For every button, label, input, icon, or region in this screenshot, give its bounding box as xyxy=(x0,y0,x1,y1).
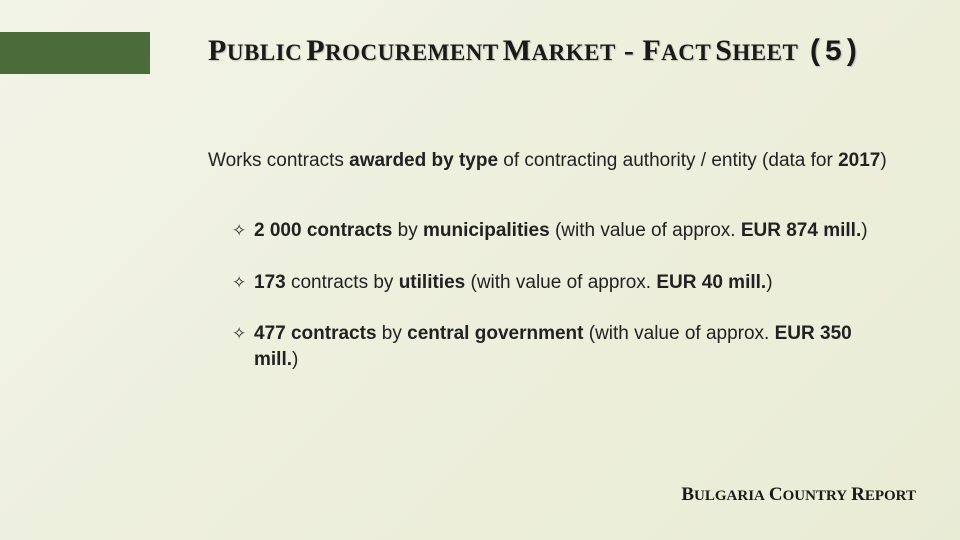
list-item: ✧ 173 contracts by utilities (with value… xyxy=(232,270,890,296)
bullet-b3: EUR 40 mill. xyxy=(656,272,766,293)
title-w2-rest: ROCUREMENT xyxy=(325,40,499,65)
bullet-t3: ) xyxy=(292,349,298,370)
title-w3-cap: M xyxy=(503,34,532,67)
footer-w3-rest: EPORT xyxy=(865,488,916,504)
footer-text: BULGARIA COUNTRY REPORT xyxy=(681,484,916,506)
intro-text: Works contracts awarded by type of contr… xyxy=(208,148,890,174)
bullet-b1: 173 xyxy=(254,272,286,293)
title-w4-rest: ACT xyxy=(661,40,711,65)
title-w3-rest: ARKET xyxy=(532,40,616,65)
title-w2-cap: P xyxy=(306,34,325,67)
title-pagenum: (5) xyxy=(806,36,860,70)
title-dash: - xyxy=(616,34,643,67)
intro-mid: of contracting authority / entity (data … xyxy=(498,150,838,171)
intro-post: ) xyxy=(880,150,886,171)
accent-bar xyxy=(0,32,150,74)
bullet-b2: municipalities xyxy=(423,220,550,241)
intro-pre: Works contracts xyxy=(208,150,349,171)
bullet-b1: 477 contracts xyxy=(254,323,377,344)
intro-bold1: awarded by type xyxy=(349,150,498,171)
title-w5-rest: HEET xyxy=(732,40,798,65)
footer-w1-cap: B xyxy=(681,484,694,505)
intro-bold2: 2017 xyxy=(838,150,880,171)
title-w4-cap: F xyxy=(642,34,661,67)
bullet-b2: utilities xyxy=(399,272,466,293)
bullet-t2: (with value of approx. xyxy=(465,272,656,293)
diamond-icon: ✧ xyxy=(232,220,246,243)
bullet-t1: by xyxy=(392,220,423,241)
bullet-t2: (with value of approx. xyxy=(583,323,774,344)
list-item: ✧ 2 000 contracts by municipalities (wit… xyxy=(232,218,890,244)
footer-w2-cap: C xyxy=(769,484,783,505)
footer-w3-cap: R xyxy=(851,484,865,505)
bullet-t3: ) xyxy=(861,220,867,241)
bullet-t1: by xyxy=(377,323,408,344)
title-w5-cap: S xyxy=(715,34,732,67)
bullet-t1: contracts by xyxy=(286,272,399,293)
diamond-icon: ✧ xyxy=(232,272,246,295)
bullet-t2: (with value of approx. xyxy=(550,220,741,241)
diamond-icon: ✧ xyxy=(232,323,246,346)
title-w1-rest: UBLIC xyxy=(227,40,302,65)
title-w1-cap: P xyxy=(208,34,227,67)
bullet-list: ✧ 2 000 contracts by municipalities (wit… xyxy=(232,218,890,399)
list-item: ✧ 477 contracts by central government (w… xyxy=(232,321,890,372)
bullet-b2: central government xyxy=(407,323,583,344)
bullet-b1: 2 000 contracts xyxy=(254,220,392,241)
bullet-b3: EUR 874 mill. xyxy=(741,220,861,241)
footer-w1-rest: ULGARIA xyxy=(694,488,765,504)
footer-w2-rest: OUNTRY xyxy=(783,488,847,504)
page-title: PUBLIC PROCUREMENT MARKET - FACT SHEET (… xyxy=(208,34,920,70)
bullet-t3: ) xyxy=(766,272,772,293)
